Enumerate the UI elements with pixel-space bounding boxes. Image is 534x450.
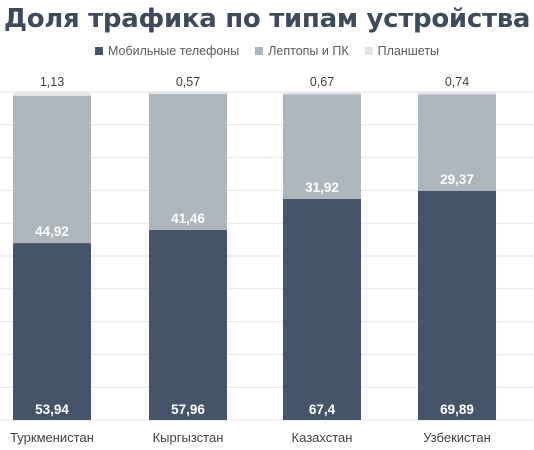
bar-segment-mobile [149, 229, 227, 420]
legend-label-laptop: Лептопы и ПК [268, 44, 349, 58]
bar-segment-laptop [149, 93, 227, 230]
legend-swatch-laptop [255, 47, 264, 55]
bar-segment-mobile [283, 198, 361, 420]
legend: Мобильные телефоны Лептопы и ПК Планшеты [0, 44, 534, 58]
category-label: Туркменистан [10, 430, 94, 445]
bar-segment-tablet [283, 92, 361, 95]
data-label-laptop: 31,92 [305, 180, 339, 195]
chart-title: Доля трафика по типам устройства [3, 4, 531, 34]
category-label: Кыргызстан [153, 430, 224, 445]
data-label-mobile: 69,89 [440, 402, 474, 417]
bar-segment-laptop [418, 94, 496, 191]
data-label-mobile: 57,96 [171, 402, 205, 417]
category-label: Казахстан [292, 430, 353, 445]
data-label-mobile: 67,4 [309, 402, 336, 417]
bar-segment-mobile [418, 190, 496, 420]
data-label-tablet: 0,57 [176, 75, 200, 89]
legend-swatch-mobile [94, 47, 103, 55]
legend-item-tablet: Планшеты [364, 44, 440, 58]
legend-swatch-tablet [364, 47, 373, 55]
bar-segment-laptop [13, 95, 91, 244]
legend-item-mobile: Мобильные телефоны [94, 44, 240, 58]
data-label-laptop: 29,37 [440, 172, 474, 187]
data-label-mobile: 53,94 [35, 402, 69, 417]
bar-segment-mobile [13, 243, 91, 420]
data-label-tablet: 0,74 [445, 75, 469, 89]
category-label: Узбекистан [423, 430, 491, 445]
bar-segment-tablet [13, 92, 91, 96]
legend-item-laptop: Лептопы и ПК [255, 44, 349, 58]
legend-label-mobile: Мобильные телефоны [107, 44, 240, 58]
data-label-tablet: 0,67 [310, 75, 334, 89]
data-label-laptop: 41,46 [171, 211, 205, 226]
data-label-laptop: 44,92 [35, 224, 69, 239]
bar-segment-tablet [149, 92, 227, 94]
data-label-tablet: 1,13 [40, 75, 64, 89]
legend-label-tablet: Планшеты [377, 44, 440, 58]
bar-segment-tablet [418, 92, 496, 95]
bar-segment-laptop [283, 94, 361, 199]
